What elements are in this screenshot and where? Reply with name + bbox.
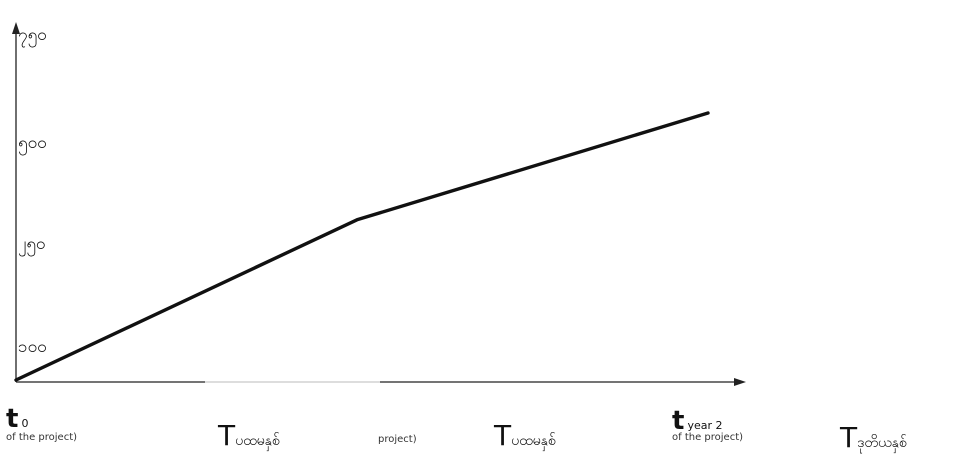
y-tick-label-100: ၁၀၀ xyxy=(18,337,47,357)
y-tick-label-250: ၂၅၀ xyxy=(18,234,45,257)
period-label-1: Tပထမနှစ် xyxy=(218,419,280,452)
y-tick-label-750: ၇၅၀ xyxy=(18,25,47,48)
x-axis-arrowhead xyxy=(734,378,746,386)
x-marker-t0-note: of the project) xyxy=(6,432,78,443)
period-label-2: Tပထမနှစ် xyxy=(494,419,556,452)
series-line xyxy=(14,111,710,382)
y-axis-arrowhead xyxy=(12,22,20,34)
x-marker-year2-note: of the project) xyxy=(672,432,744,443)
x-marker-year2: t year 2 xyxy=(672,406,723,436)
x-marker-mid-note: project) xyxy=(378,434,417,445)
y-tick-label-500: ၅၀၀ xyxy=(18,133,47,156)
period-label-3: Tဒုတိယနှစ် xyxy=(840,421,907,454)
